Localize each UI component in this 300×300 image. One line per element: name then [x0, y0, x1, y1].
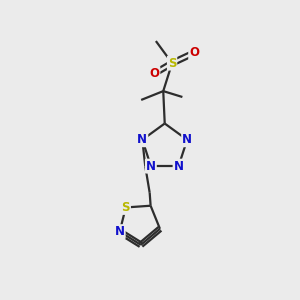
Text: N: N [182, 133, 192, 146]
Text: N: N [174, 160, 184, 172]
Text: S: S [122, 201, 130, 214]
Text: N: N [115, 225, 125, 238]
Text: N: N [146, 160, 156, 172]
Text: N: N [137, 133, 147, 146]
Text: O: O [149, 67, 159, 80]
Text: O: O [189, 46, 199, 59]
Text: S: S [168, 57, 176, 70]
